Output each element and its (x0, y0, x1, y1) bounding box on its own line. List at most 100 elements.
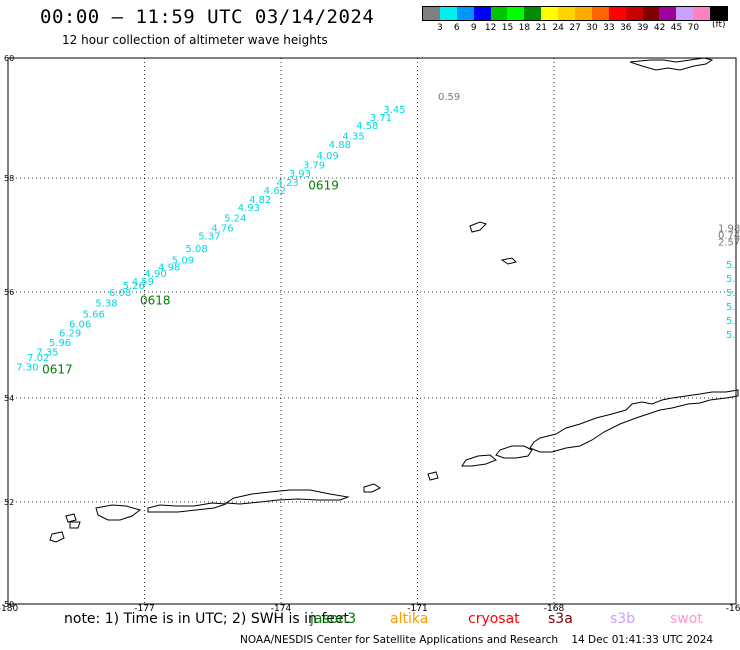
legend-label: 27 (569, 23, 581, 33)
lon-tick-label: -180 (0, 604, 18, 614)
lon-tick-label: -174 (271, 604, 292, 614)
swh-value: 5.26 (123, 281, 145, 292)
page-subtitle: 12 hour collection of altimeter wave hei… (62, 33, 328, 47)
pass-time-label: 0618 (140, 294, 171, 308)
swh-value: 3.71 (370, 113, 392, 124)
satellite-label: altika (390, 611, 429, 627)
legend-swatches (422, 6, 729, 21)
legend-label: 6 (453, 23, 460, 33)
coastline-rat (147, 502, 227, 513)
altimeter-track: 7.307.027.355.966.296.065.665.386.085.26… (16, 92, 740, 377)
swh-value: 6.06 (69, 320, 91, 331)
swh-value: 5.96 (49, 338, 71, 349)
swh-value-edge: 5. (726, 274, 736, 285)
swh-value: 7.30 (16, 362, 38, 373)
legend-swatch (507, 7, 525, 20)
lat-tick-label: 56 (4, 288, 14, 297)
coastline-attu (49, 531, 65, 543)
swh-value-edge: 5. (726, 316, 736, 327)
legend-swatch (591, 7, 609, 20)
legend-label: 39 (636, 23, 649, 33)
legend-swatch (541, 7, 559, 20)
lat-tick-label: 58 (4, 174, 14, 183)
swh-value: 3.45 (383, 105, 405, 116)
coastline-peninsula (529, 389, 739, 453)
swh-value-gray: 2.57 (718, 237, 740, 248)
lon-tick-label: -177 (134, 604, 154, 614)
swh-value: 4.98 (158, 262, 180, 273)
lat-tick-label: 54 (4, 394, 14, 403)
legend-label: 18 (518, 23, 531, 33)
coastline-unimak (495, 445, 533, 459)
satellite-label: jason3 (310, 611, 357, 627)
swh-value: 5.38 (95, 298, 117, 309)
swh-value: 4.90 (145, 269, 167, 280)
coastline-island-b (363, 483, 381, 493)
color-legend: 3 6 9 12 15 18 21 24 27 30 33 36 39 42 45 70 (422, 6, 729, 33)
legend-label: 24 (552, 23, 564, 33)
legend-swatch (524, 7, 542, 20)
legend-swatch (608, 7, 626, 20)
legend-swatch (439, 7, 457, 20)
coastline (49, 57, 739, 543)
pass-time-label: 0617 (42, 363, 73, 377)
pass-time-label: 0619 (308, 178, 339, 192)
satellite-label: s3b (610, 611, 636, 627)
swh-value: 3.93 (289, 169, 311, 180)
legend-swatch (625, 7, 643, 20)
legend-swatch (693, 7, 711, 20)
legend-swatch (558, 7, 576, 20)
satellite-label: cryosat (468, 611, 520, 627)
swh-value: 7.02 (27, 353, 49, 364)
coastline-andreanof (224, 489, 350, 505)
legend-label: 9 (470, 23, 477, 33)
legend-label: 3 (437, 23, 443, 33)
swh-value: 4.88 (329, 140, 351, 151)
coastline-umnak (461, 454, 497, 467)
legend-label: 70 (687, 23, 700, 33)
swh-value: 4.58 (356, 121, 378, 132)
swh-value-edge: 5. (726, 302, 736, 313)
swh-value: 5.09 (172, 256, 194, 267)
swh-value: 5.08 (185, 244, 207, 255)
legend-swatch (642, 7, 660, 20)
satellite-label: s3a (548, 611, 573, 627)
coastline-island-a (427, 471, 439, 481)
legend-label: 33 (603, 23, 615, 33)
legend-label: 36 (620, 23, 632, 33)
swh-value: 4.93 (238, 203, 260, 214)
coastline-agattu (65, 513, 77, 523)
swh-value: 4.09 (316, 151, 338, 162)
swh-value: 3.79 (303, 160, 325, 171)
legend-labels: 3 6 9 12 15 18 21 24 27 30 33 36 39 42 45 70 (422, 21, 728, 33)
legend-swatch (423, 7, 440, 20)
swh-value-edge: 5. (726, 288, 736, 299)
swh-value: 4.35 (342, 132, 364, 143)
swh-value-gray: 0.74 (718, 230, 740, 241)
legend-label: 30 (586, 23, 598, 33)
swh-value: 4.82 (249, 195, 271, 206)
coastline-buldir (69, 521, 81, 529)
swh-value-gray: 0.59 (438, 92, 460, 103)
legend-label: 12 (484, 23, 497, 33)
swh-value: 4.76 (211, 224, 233, 235)
coastline-mainland-north (629, 57, 714, 71)
swh-value: 5.37 (198, 232, 220, 243)
swh-value-gray: 1.98 (718, 224, 740, 235)
lat-tick-label: 50 (4, 600, 14, 609)
legend-swatch (473, 7, 491, 20)
footer-note: note: 1) Time is in UTC; 2) SWH is in fe… (64, 611, 350, 627)
legend-unit: (ft) (712, 20, 726, 30)
legend-label: 21 (535, 23, 548, 33)
swh-value: 6.29 (59, 329, 81, 340)
swh-value: 5.66 (83, 309, 105, 320)
coastline-pribilof-1 (469, 221, 487, 233)
legend-swatch (490, 7, 508, 20)
lon-tick-label: -171 (407, 604, 427, 614)
swh-value: 4.62 (264, 186, 286, 197)
legend-swatch (676, 7, 694, 20)
coastline-pribilof-2 (500, 257, 517, 265)
legend-label: 42 (653, 23, 666, 33)
legend-swatch (710, 7, 728, 20)
